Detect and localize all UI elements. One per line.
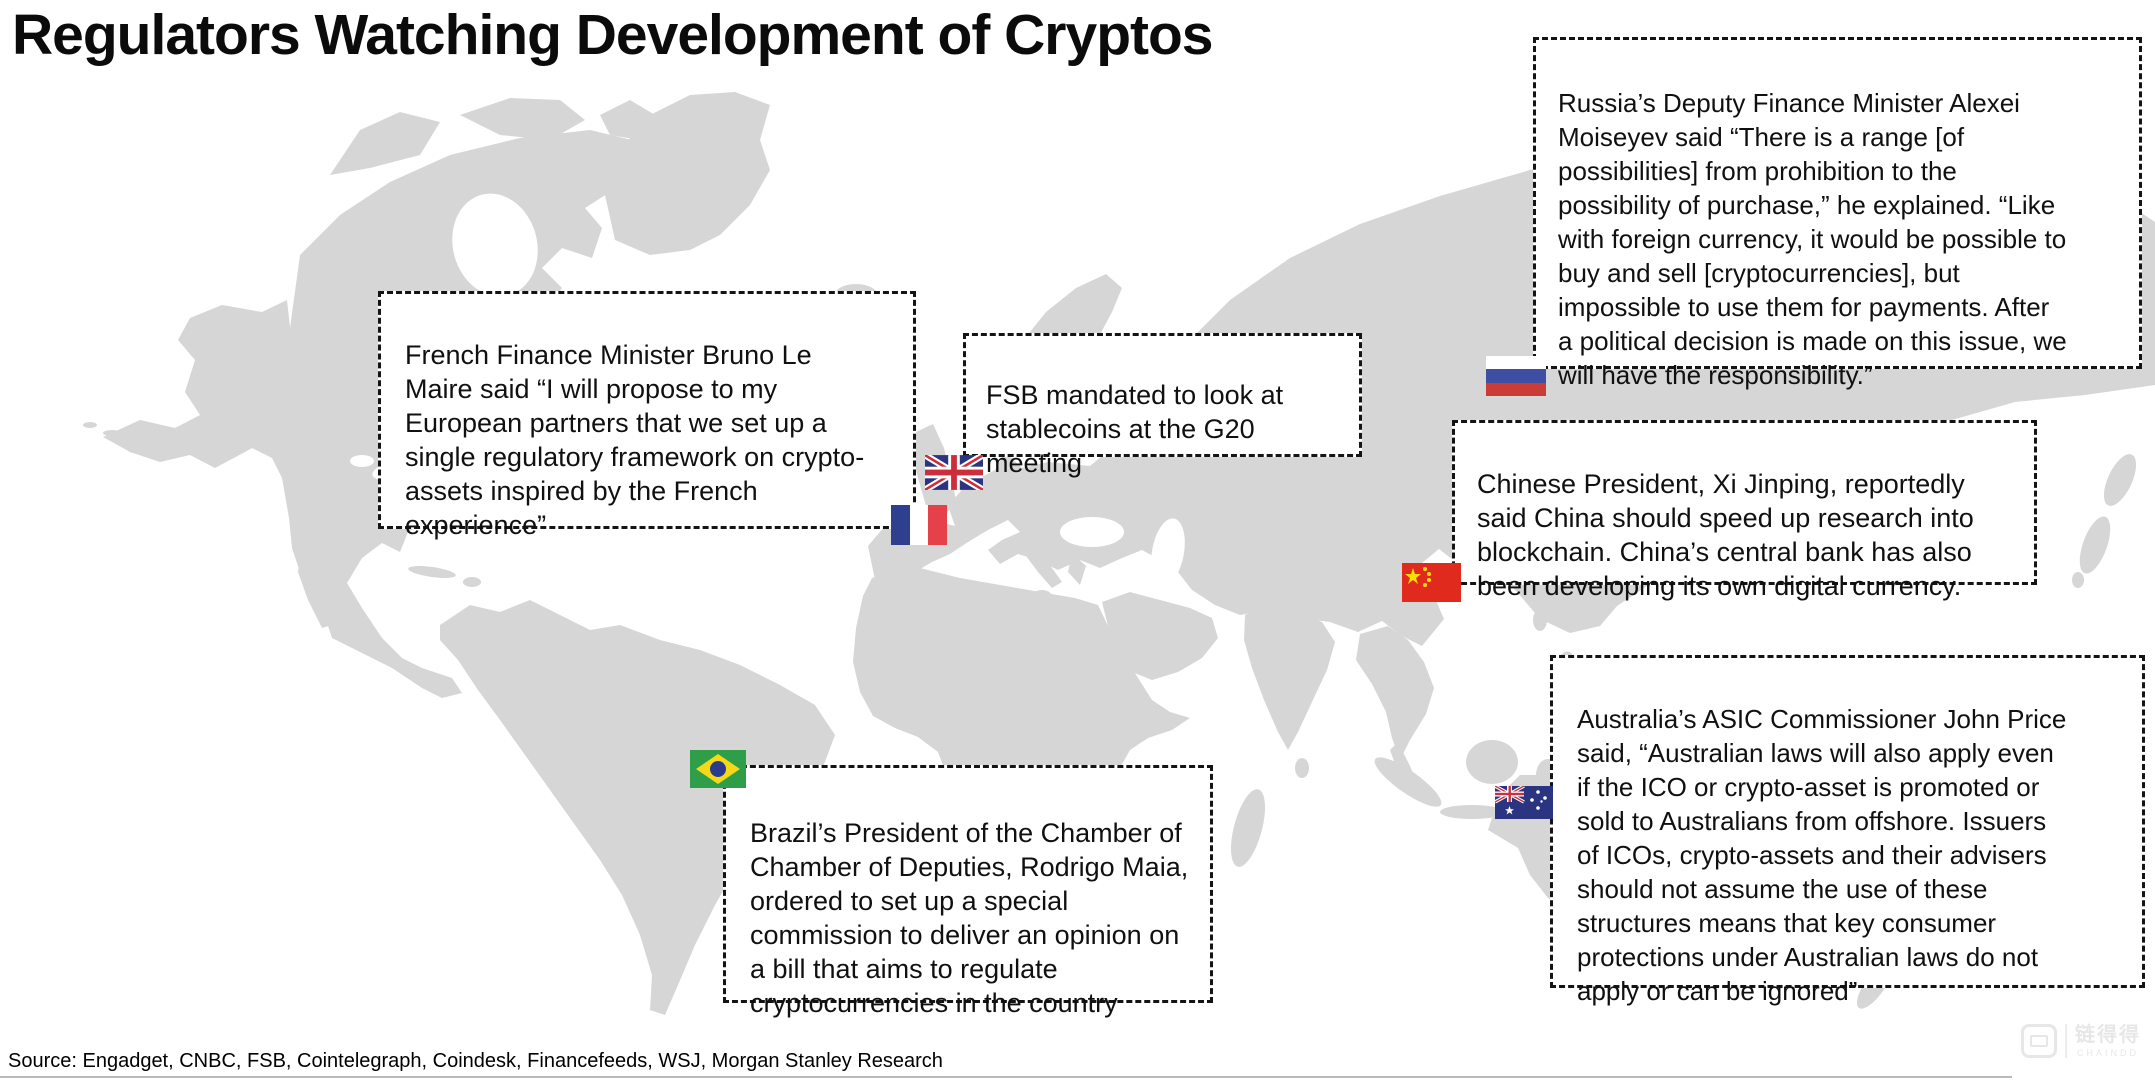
callout-russia: Russia’s Deputy Finance Minister Alexei … [1533,37,2142,390]
callout-china-text: Chinese President, Xi Jinping, reportedl… [1477,469,1974,601]
callout-australia: Australia’s ASIC Commissioner John Price… [1550,655,2145,1006]
map-south-america [440,600,835,1015]
france-flag-icon [891,505,947,545]
page-title: Regulators Watching Development of Crypt… [12,3,1214,67]
chaindd-watermark: 链得得 CHAINDD [2021,1024,2141,1058]
source-citation: Source: Engadget, CNBC, FSB, Cointelegra… [8,1050,943,1072]
map-africa [853,568,1190,901]
callout-fsb: FSB mandated to look at stablecoins at t… [963,333,1362,478]
uk-flag-icon [925,455,983,490]
callout-china: Chinese President, Xi Jinping, reportedl… [1452,420,2037,601]
watermark-divider [2065,1024,2067,1058]
callout-fsb-text: FSB mandated to look at stablecoins at t… [986,380,1284,478]
australia-flag-icon [1495,786,1553,819]
callout-brazil-text: Brazil’s President of the Chamber of Cha… [750,818,1189,1018]
map-greenland [605,92,770,255]
callout-france: French Finance Minister Bruno Le Maire s… [378,291,916,540]
callout-australia-text: Australia’s ASIC Commissioner John Price… [1577,704,2067,1006]
callout-russia-text: Russia’s Deputy Finance Minister Alexei … [1558,88,2067,390]
watermark-english: CHAINDD [2076,1047,2139,1058]
china-flag-icon [1402,563,1461,602]
map-arabia [1102,592,1218,680]
russia-flag-icon [1486,356,1546,396]
map-india [1244,606,1335,750]
callout-france-text: French Finance Minister Bruno Le Maire s… [405,340,865,540]
bottom-divider [0,1076,2012,1078]
callout-brazil: Brazil’s President of the Chamber of Cha… [723,765,1213,1018]
watermark-chinese: 链得得 [2075,1023,2141,1046]
chaindd-logo-icon [2021,1024,2057,1058]
brazil-flag-icon [690,750,746,788]
